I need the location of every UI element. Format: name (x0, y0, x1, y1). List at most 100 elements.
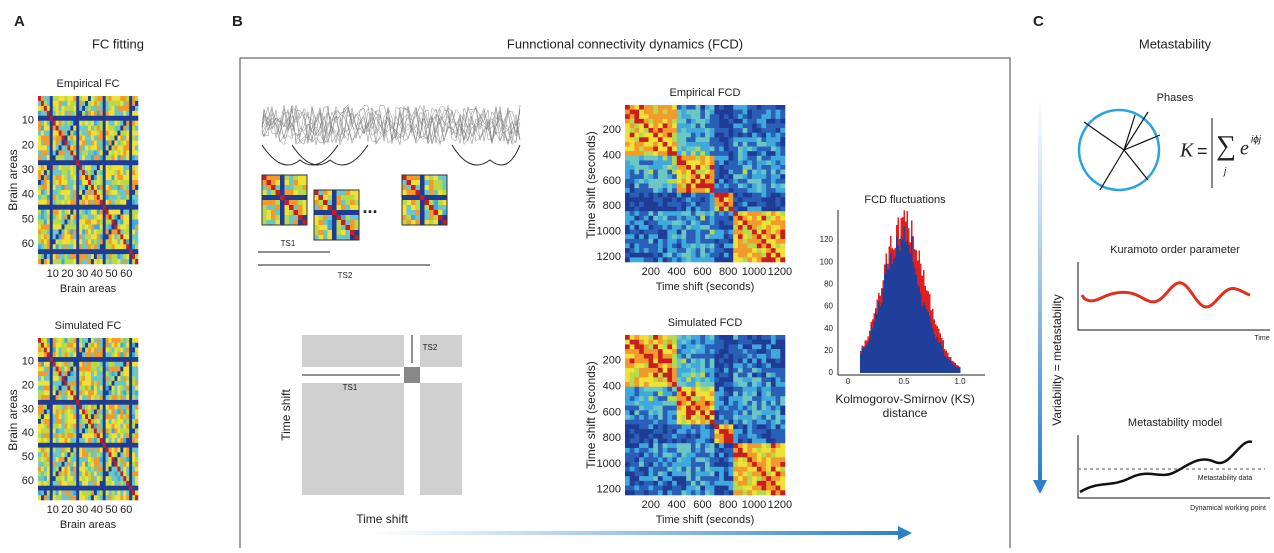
heatmap-cell (770, 358, 776, 364)
heatmap-cell (780, 471, 786, 477)
heatmap-cell (79, 140, 83, 146)
heatmap-cell (672, 128, 678, 134)
heatmap-cell (38, 120, 42, 126)
heatmap-cell (132, 239, 136, 245)
heatmap-cell (780, 452, 786, 458)
heatmap-cell (76, 414, 80, 420)
heatmap-cell (76, 428, 80, 434)
heatmap-cell (293, 180, 299, 186)
heatmap-cell (737, 335, 743, 341)
heatmap-cell (424, 185, 430, 191)
heatmap-cell (76, 423, 80, 429)
heatmap-cell (695, 490, 701, 496)
heatmap-cell (105, 199, 109, 206)
heatmap-cell (93, 96, 98, 102)
heatmap-cell (625, 358, 631, 364)
heatmap-cell (681, 339, 687, 345)
heatmap-cell (266, 180, 272, 186)
heatmap-cell (76, 115, 80, 122)
heatmap-cell (90, 495, 95, 501)
heatmap-cell (719, 118, 725, 124)
heatmap-cell (752, 178, 758, 184)
heatmap-cell (64, 194, 68, 201)
heatmap-cell (672, 211, 678, 217)
heatmap-cell (629, 257, 635, 263)
heatmap-cell (662, 424, 668, 430)
heatmap-cell (70, 371, 74, 377)
heatmap-cell (662, 466, 668, 472)
heatmap-cell (639, 424, 645, 430)
heatmap-cell (327, 210, 333, 216)
heatmap-cell (111, 189, 115, 196)
heatmap-cell (85, 105, 89, 112)
heatmap-cell (38, 409, 42, 415)
heatmap-cell (52, 105, 56, 112)
heatmap-cell (662, 377, 668, 383)
heatmap-cell (672, 447, 678, 453)
heatmap-cell (719, 480, 725, 486)
heatmap-cell (709, 128, 715, 134)
heatmap-cell (676, 349, 682, 355)
heatmap-cell (653, 382, 659, 388)
heatmap-cell (681, 174, 687, 180)
heatmap-cell (766, 466, 772, 472)
heatmap-cell (742, 471, 748, 477)
heatmap-cell (120, 385, 124, 391)
heatmap-cell (780, 358, 786, 364)
heatmap-cell (61, 259, 65, 265)
heatmap-cell (88, 135, 92, 141)
heatmap-cell (700, 238, 706, 244)
heatmap-cell (88, 115, 92, 122)
heatmap-cell (747, 396, 753, 402)
heatmap-cell (350, 235, 355, 241)
heatmap-cell (676, 386, 682, 392)
heatmap-cell (85, 428, 89, 434)
heatmap-cell (105, 409, 109, 415)
heatmap-cell (49, 189, 54, 196)
heatmap-cell (714, 123, 720, 129)
heatmap-cell (705, 128, 711, 134)
heatmap-cell (289, 220, 294, 226)
heatmap-cell (733, 137, 739, 143)
heatmap-cell (82, 461, 86, 467)
heatmap-cell (111, 194, 115, 201)
heatmap-cell (99, 170, 104, 176)
heatmap-cell (667, 353, 673, 359)
heatmap-cell (714, 438, 720, 444)
heatmap-cell (99, 199, 104, 206)
heatmap-cell (676, 443, 682, 449)
heatmap-cell (79, 180, 83, 186)
y-tick-label: 400 (603, 381, 621, 393)
heatmap-cell (123, 480, 127, 487)
heatmap-cell (90, 135, 95, 141)
heatmap-cell (705, 476, 711, 482)
heatmap-cell (108, 199, 112, 206)
heatmap-cell (114, 433, 118, 439)
heatmap-cell (126, 385, 130, 391)
heatmap-cell (111, 184, 115, 191)
heatmap-cell (662, 137, 668, 143)
heatmap-cell (132, 457, 136, 463)
heatmap-cell (747, 433, 753, 439)
heatmap-cell (752, 192, 758, 198)
heatmap-cell (676, 238, 682, 244)
heatmap-cell (129, 100, 133, 107)
heatmap-cell (99, 145, 104, 151)
heatmap-cell (775, 197, 781, 203)
heatmap-cell (49, 447, 54, 453)
heatmap-cell (737, 257, 743, 263)
heatmap-cell (350, 190, 355, 196)
heatmap-cell (266, 210, 272, 216)
heatmap-cell (88, 352, 92, 358)
heatmap-cell (354, 225, 360, 231)
heatmap-cell (728, 192, 734, 198)
heatmap-cell (70, 428, 74, 434)
heatmap-cell (433, 190, 439, 196)
heatmap-cell (280, 200, 285, 206)
heatmap-cell (82, 180, 86, 186)
heatmap-cell (46, 490, 51, 496)
heatmap-cell (67, 145, 71, 151)
heatmap-cell (96, 442, 101, 448)
heatmap-cell (126, 495, 130, 501)
heatmap-cell (70, 404, 74, 410)
